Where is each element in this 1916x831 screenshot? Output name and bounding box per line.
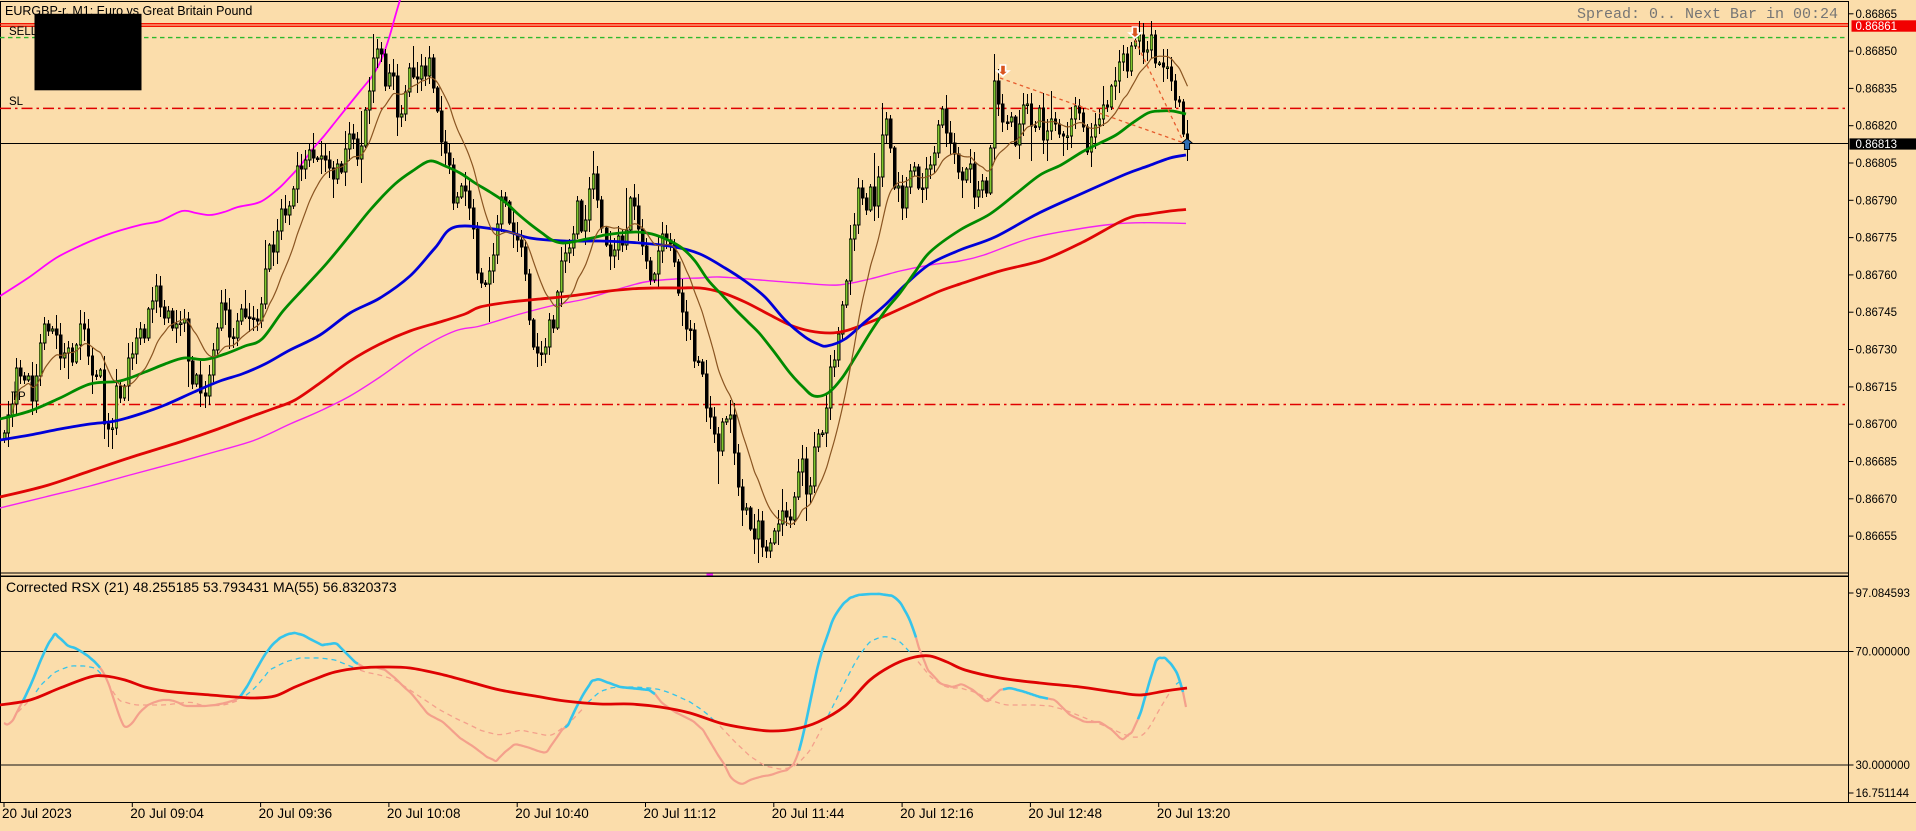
svg-text:SELL: SELL: [9, 26, 38, 38]
svg-text:0.86820: 0.86820: [1856, 121, 1898, 133]
svg-text:0.86861: 0.86861: [1856, 21, 1898, 33]
svg-text:20 Jul 11:12: 20 Jul 11:12: [644, 806, 717, 821]
svg-text:20 Jul 12:16: 20 Jul 12:16: [900, 806, 974, 821]
svg-text:0.86865: 0.86865: [1856, 9, 1898, 21]
svg-text:0.86670: 0.86670: [1856, 494, 1898, 506]
svg-text:0.86790: 0.86790: [1856, 195, 1898, 207]
svg-text:97.084593: 97.084593: [1856, 588, 1910, 600]
svg-text:TP: TP: [11, 391, 26, 403]
svg-text:20 Jul 09:04: 20 Jul 09:04: [130, 806, 204, 821]
svg-text:20 Jul 12:48: 20 Jul 12:48: [1028, 806, 1102, 821]
svg-text:0.86715: 0.86715: [1856, 382, 1898, 394]
svg-text:70.000000: 70.000000: [1856, 647, 1910, 659]
svg-text:20 Jul 11:44: 20 Jul 11:44: [772, 806, 845, 821]
svg-text:30.000000: 30.000000: [1856, 760, 1910, 772]
svg-text:20 Jul 10:08: 20 Jul 10:08: [387, 806, 461, 821]
svg-text:Corrected RSX (21) 48.255185 5: Corrected RSX (21) 48.255185 53.793431 M…: [6, 579, 397, 595]
svg-text:0.86850: 0.86850: [1856, 46, 1898, 58]
svg-text:0.86685: 0.86685: [1856, 457, 1898, 469]
svg-text:20 Jul 10:40: 20 Jul 10:40: [515, 806, 589, 821]
svg-text:0.86775: 0.86775: [1856, 233, 1898, 245]
svg-text:0.86745: 0.86745: [1856, 307, 1898, 319]
svg-text:0.86835: 0.86835: [1856, 83, 1898, 95]
svg-text:Spread: 0.. Next Bar in 00:24: Spread: 0.. Next Bar in 00:24: [1577, 6, 1838, 23]
svg-text:20 Jul 09:36: 20 Jul 09:36: [259, 806, 333, 821]
svg-text:0.86813: 0.86813: [1856, 139, 1898, 151]
svg-text:0.86760: 0.86760: [1856, 270, 1898, 282]
svg-text:0.86730: 0.86730: [1856, 345, 1898, 357]
svg-text:20 Jul 2023: 20 Jul 2023: [2, 806, 72, 821]
svg-text:0.86805: 0.86805: [1856, 158, 1898, 170]
svg-text:0.86700: 0.86700: [1856, 419, 1898, 431]
svg-text:SL: SL: [9, 96, 24, 108]
svg-text:0.86655: 0.86655: [1856, 531, 1898, 543]
svg-text:20 Jul 13:20: 20 Jul 13:20: [1157, 806, 1231, 821]
svg-text:16.751144: 16.751144: [1856, 788, 1910, 800]
